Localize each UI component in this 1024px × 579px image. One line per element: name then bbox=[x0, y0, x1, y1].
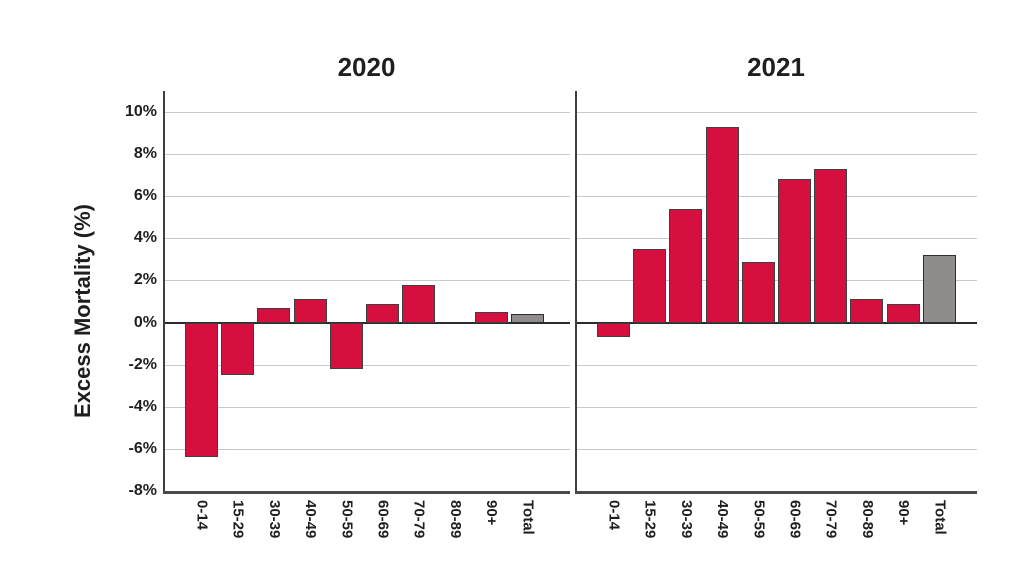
x-tick-label-70-79: 70-79 bbox=[410, 500, 428, 539]
gridline bbox=[575, 154, 977, 156]
gridline bbox=[575, 112, 977, 114]
bar-2021-80-89 bbox=[850, 299, 884, 323]
y-tick-label: 4% bbox=[133, 229, 157, 247]
x-tick-label-30-39: 30-39 bbox=[265, 500, 283, 539]
bar-2020-70-79 bbox=[402, 284, 436, 323]
x-tick-label-40-49: 40-49 bbox=[302, 500, 320, 539]
y-tick-label: -4% bbox=[128, 397, 157, 415]
bar-2021-30-39 bbox=[669, 208, 703, 323]
bar-2020-30-39 bbox=[257, 307, 291, 323]
zero-line bbox=[163, 321, 570, 324]
bar-2021-90+ bbox=[886, 303, 920, 323]
bar-2021-50-59 bbox=[741, 261, 775, 323]
x-tick-label-90+: 90+ bbox=[895, 500, 913, 526]
x-tick-label-70-79: 70-79 bbox=[822, 500, 840, 539]
x-tick-label-50-59: 50-59 bbox=[338, 500, 356, 539]
x-tick-label-0-14: 0-14 bbox=[193, 500, 211, 531]
gridline bbox=[163, 406, 570, 408]
x-tick-label-15-29: 15-29 bbox=[229, 500, 247, 539]
x-tick-label-50-59: 50-59 bbox=[750, 500, 768, 539]
gridline bbox=[163, 238, 570, 240]
y-tick-label: -8% bbox=[128, 482, 157, 499]
x-axis-line bbox=[575, 491, 977, 494]
x-tick-label-60-69: 60-69 bbox=[786, 500, 804, 539]
gridline bbox=[575, 406, 977, 408]
bar-2021-40-49 bbox=[705, 126, 739, 323]
bar-2021-70-79 bbox=[814, 168, 848, 323]
x-tick-label-0-14: 0-14 bbox=[605, 500, 623, 531]
y-tick-label: 2% bbox=[133, 271, 157, 289]
gridline bbox=[575, 448, 977, 450]
y-tick-label: 0% bbox=[133, 313, 157, 331]
y-axis-line bbox=[163, 91, 165, 491]
gridline bbox=[575, 196, 977, 198]
x-tick-label-15-29: 15-29 bbox=[641, 500, 659, 539]
panel-title-2020: 2020 bbox=[337, 52, 396, 82]
gridline bbox=[575, 280, 977, 282]
zero-line bbox=[575, 321, 977, 324]
bar-2020-0-14 bbox=[185, 322, 218, 458]
y-tick-label: -2% bbox=[128, 355, 157, 373]
gridline bbox=[575, 238, 977, 240]
y-tick-label: -6% bbox=[128, 439, 157, 457]
x-tick-label-Total: Total bbox=[931, 500, 949, 535]
bar-2020-Total bbox=[510, 314, 544, 323]
x-tick-label-80-89: 80-89 bbox=[446, 500, 464, 539]
y-tick-label: 10% bbox=[124, 103, 157, 121]
x-tick-label-40-49: 40-49 bbox=[714, 500, 732, 539]
bar-2020-15-29 bbox=[221, 322, 255, 376]
gridline bbox=[163, 364, 570, 366]
bar-2020-60-69 bbox=[366, 303, 399, 323]
gridline bbox=[163, 154, 570, 156]
bar-2021-15-29 bbox=[633, 248, 667, 323]
x-tick-label-Total: Total bbox=[519, 500, 537, 535]
gridline bbox=[163, 196, 570, 198]
panel-title-2021: 2021 bbox=[747, 52, 805, 82]
x-tick-label-90+: 90+ bbox=[483, 500, 501, 526]
bar-2021-60-69 bbox=[778, 179, 811, 323]
x-axis-line bbox=[163, 491, 570, 494]
bar-2020-40-49 bbox=[293, 299, 327, 323]
y-tick-label: 6% bbox=[133, 187, 157, 205]
x-tick-label-80-89: 80-89 bbox=[858, 500, 876, 539]
x-tick-label-30-39: 30-39 bbox=[677, 500, 695, 539]
x-tick-label-60-69: 60-69 bbox=[374, 500, 392, 539]
bar-2020-50-59 bbox=[329, 322, 363, 369]
gridline bbox=[163, 448, 570, 450]
y-axis-line bbox=[575, 91, 577, 491]
bar-2021-Total bbox=[922, 255, 956, 323]
gridline bbox=[163, 112, 570, 114]
bar-2020-90+ bbox=[474, 312, 508, 323]
gridline bbox=[163, 280, 570, 282]
y-tick-label: 8% bbox=[133, 145, 157, 163]
gridline bbox=[575, 364, 977, 366]
bar-2021-0-14 bbox=[597, 322, 630, 338]
